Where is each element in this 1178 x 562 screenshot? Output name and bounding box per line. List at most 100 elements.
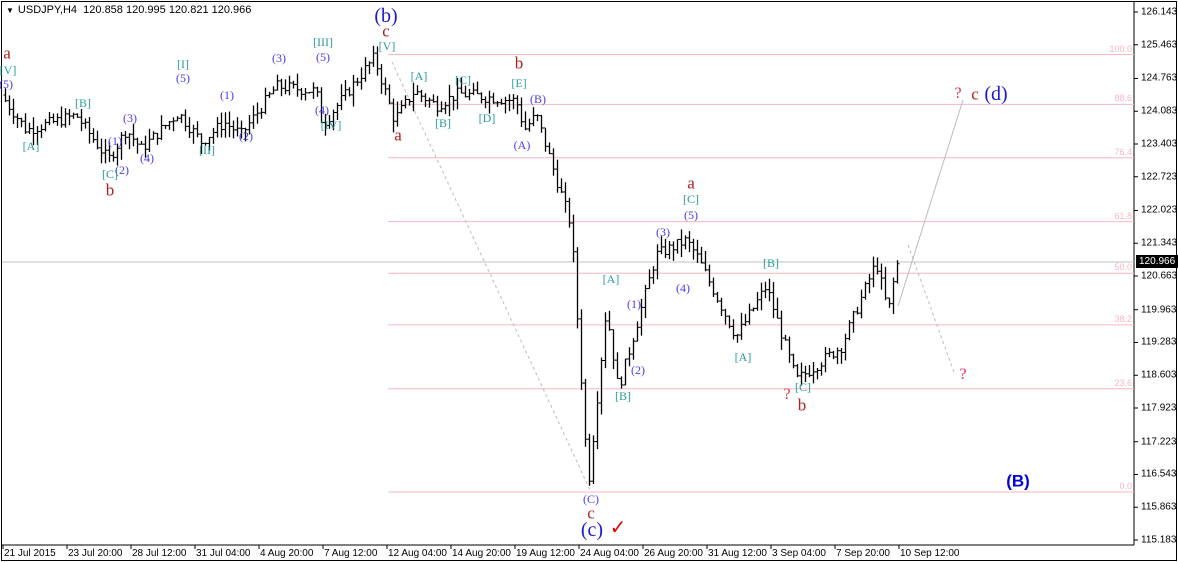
wave-label[interactable]: (3) [656,225,670,239]
wave-label[interactable]: [B] [75,96,91,110]
wave-label[interactable]: (B) [1006,471,1030,491]
ohlc-bar [143,135,148,158]
ohlc-bar [475,81,480,95]
wave-label[interactable]: [B] [615,389,631,403]
wave-label[interactable]: (1) [627,297,641,311]
wave-label[interactable]: [C] [102,167,118,181]
y-tick-label: 117.923 [1141,402,1177,414]
wave-label[interactable]: [V] [378,39,396,53]
wave-label[interactable]: a [687,173,695,193]
checkmark-icon[interactable]: ✓ [609,517,627,539]
ohlc-bar [879,263,884,290]
wave-label[interactable]: (3) [123,111,137,125]
ohlc-bar [359,67,364,90]
wave-label[interactable]: [D] [478,111,496,125]
wave-label[interactable]: [III] [313,35,333,49]
y-tick-label: 126.143 [1141,6,1178,18]
wave-label[interactable]: [A] [602,272,620,286]
wave-label[interactable]: [I] [177,57,189,71]
low-value: 120.821 [168,4,209,16]
wave-label[interactable]: c [971,84,979,104]
ohlc-bar [407,98,412,106]
ohlc-bar [543,127,548,152]
ohlc-bar [311,82,316,100]
wave-label[interactable]: [A] [410,69,428,83]
wave-label[interactable]: (2) [631,363,645,377]
ohlc-bar [803,365,808,382]
wave-label[interactable]: [A] [734,350,752,364]
ohlc-bar [839,347,844,364]
ohlc-bar [351,74,356,107]
projection-line-up[interactable] [897,99,964,307]
wave-label[interactable]: (4) [315,103,329,117]
wave-label[interactable]: ? [954,85,962,102]
wave-label[interactable]: [C] [795,380,811,394]
ohlc-bar [627,347,632,367]
wave-label[interactable]: (A) [513,138,531,152]
wave-label[interactable]: (b) [374,5,398,27]
ohlc-bar [59,106,64,128]
wave-label[interactable]: (2) [239,129,253,143]
ohlc-bar [239,120,244,139]
chart-header[interactable]: ▼ USDJPY,H4 120.858 120.995 120.821 120.9… [6,4,251,16]
wave-label[interactable]: (1) [220,88,234,102]
wave-label[interactable]: [V] [0,63,17,77]
wave-label[interactable]: (2) [115,163,129,177]
wave-label[interactable]: b [105,180,115,200]
ohlc-bar [851,310,856,333]
wave-label[interactable]: (4) [676,281,690,295]
wave-label[interactable]: ? [959,366,967,383]
wave-label[interactable]: (C) [583,492,599,506]
ohlc-bar [3,88,8,103]
ohlc-bar [515,95,520,115]
wave-label[interactable]: [B] [435,116,451,130]
wave-label[interactable]: (5) [316,50,330,64]
ohlc-bar [471,82,476,96]
wave-label[interactable]: (5) [0,77,13,91]
fibonacci-levels[interactable] [388,54,1134,493]
wave-label[interactable]: c [382,21,390,41]
wave-label[interactable]: [E] [511,76,527,90]
dropdown-triangle-icon[interactable]: ▼ [6,6,14,15]
ohlc-bar [231,120,236,139]
wave-label[interactable]: c [587,503,595,523]
wave-label[interactable]: [C] [683,192,699,206]
wave-label[interactable]: (1) [108,134,122,148]
ohlc-bar [783,334,788,341]
wave-label[interactable]: b [514,53,524,73]
ohlc-bar [315,86,320,97]
high-value: 120.995 [125,4,166,16]
wave-label[interactable]: ? [783,386,791,403]
wave-label[interactable]: (5) [176,71,190,85]
wave-label[interactable]: a [3,43,11,63]
ohlc-bar [451,95,456,111]
wave-label[interactable]: b [797,395,807,415]
ohlc-bar [523,111,528,131]
wave-label[interactable]: (5) [684,208,698,222]
wave-label[interactable]: a [394,125,402,145]
ohlc-bar [31,117,36,146]
wave-label[interactable]: (c) [580,519,604,541]
wave-label[interactable]: [II] [199,143,215,157]
ohlc-bar [395,101,400,127]
wave-label[interactable]: [A] [22,139,40,153]
x-tick-label: 26 Aug 20:00 [644,548,703,559]
wave-label[interactable]: [B] [763,256,779,270]
ohlc-bar [539,114,544,133]
ohlc-bar [531,107,536,127]
open-value: 120.858 [83,4,123,16]
wave-label[interactable]: [C] [455,73,471,87]
projection-line-down[interactable] [907,244,956,376]
wave-label[interactable]: (3) [272,51,286,65]
ohlc-bar [871,256,876,288]
wave-label[interactable]: (B) [530,92,546,106]
trendline-dotted[interactable] [391,61,591,491]
wave-label[interactable]: (d) [984,83,1008,105]
ohlc-bar [715,291,720,303]
ohlc-bar [39,124,44,139]
x-tick-label: 24 Aug 04:00 [580,548,639,559]
wave-label[interactable]: [IV] [320,118,342,132]
wave-label[interactable]: (4) [140,151,154,165]
